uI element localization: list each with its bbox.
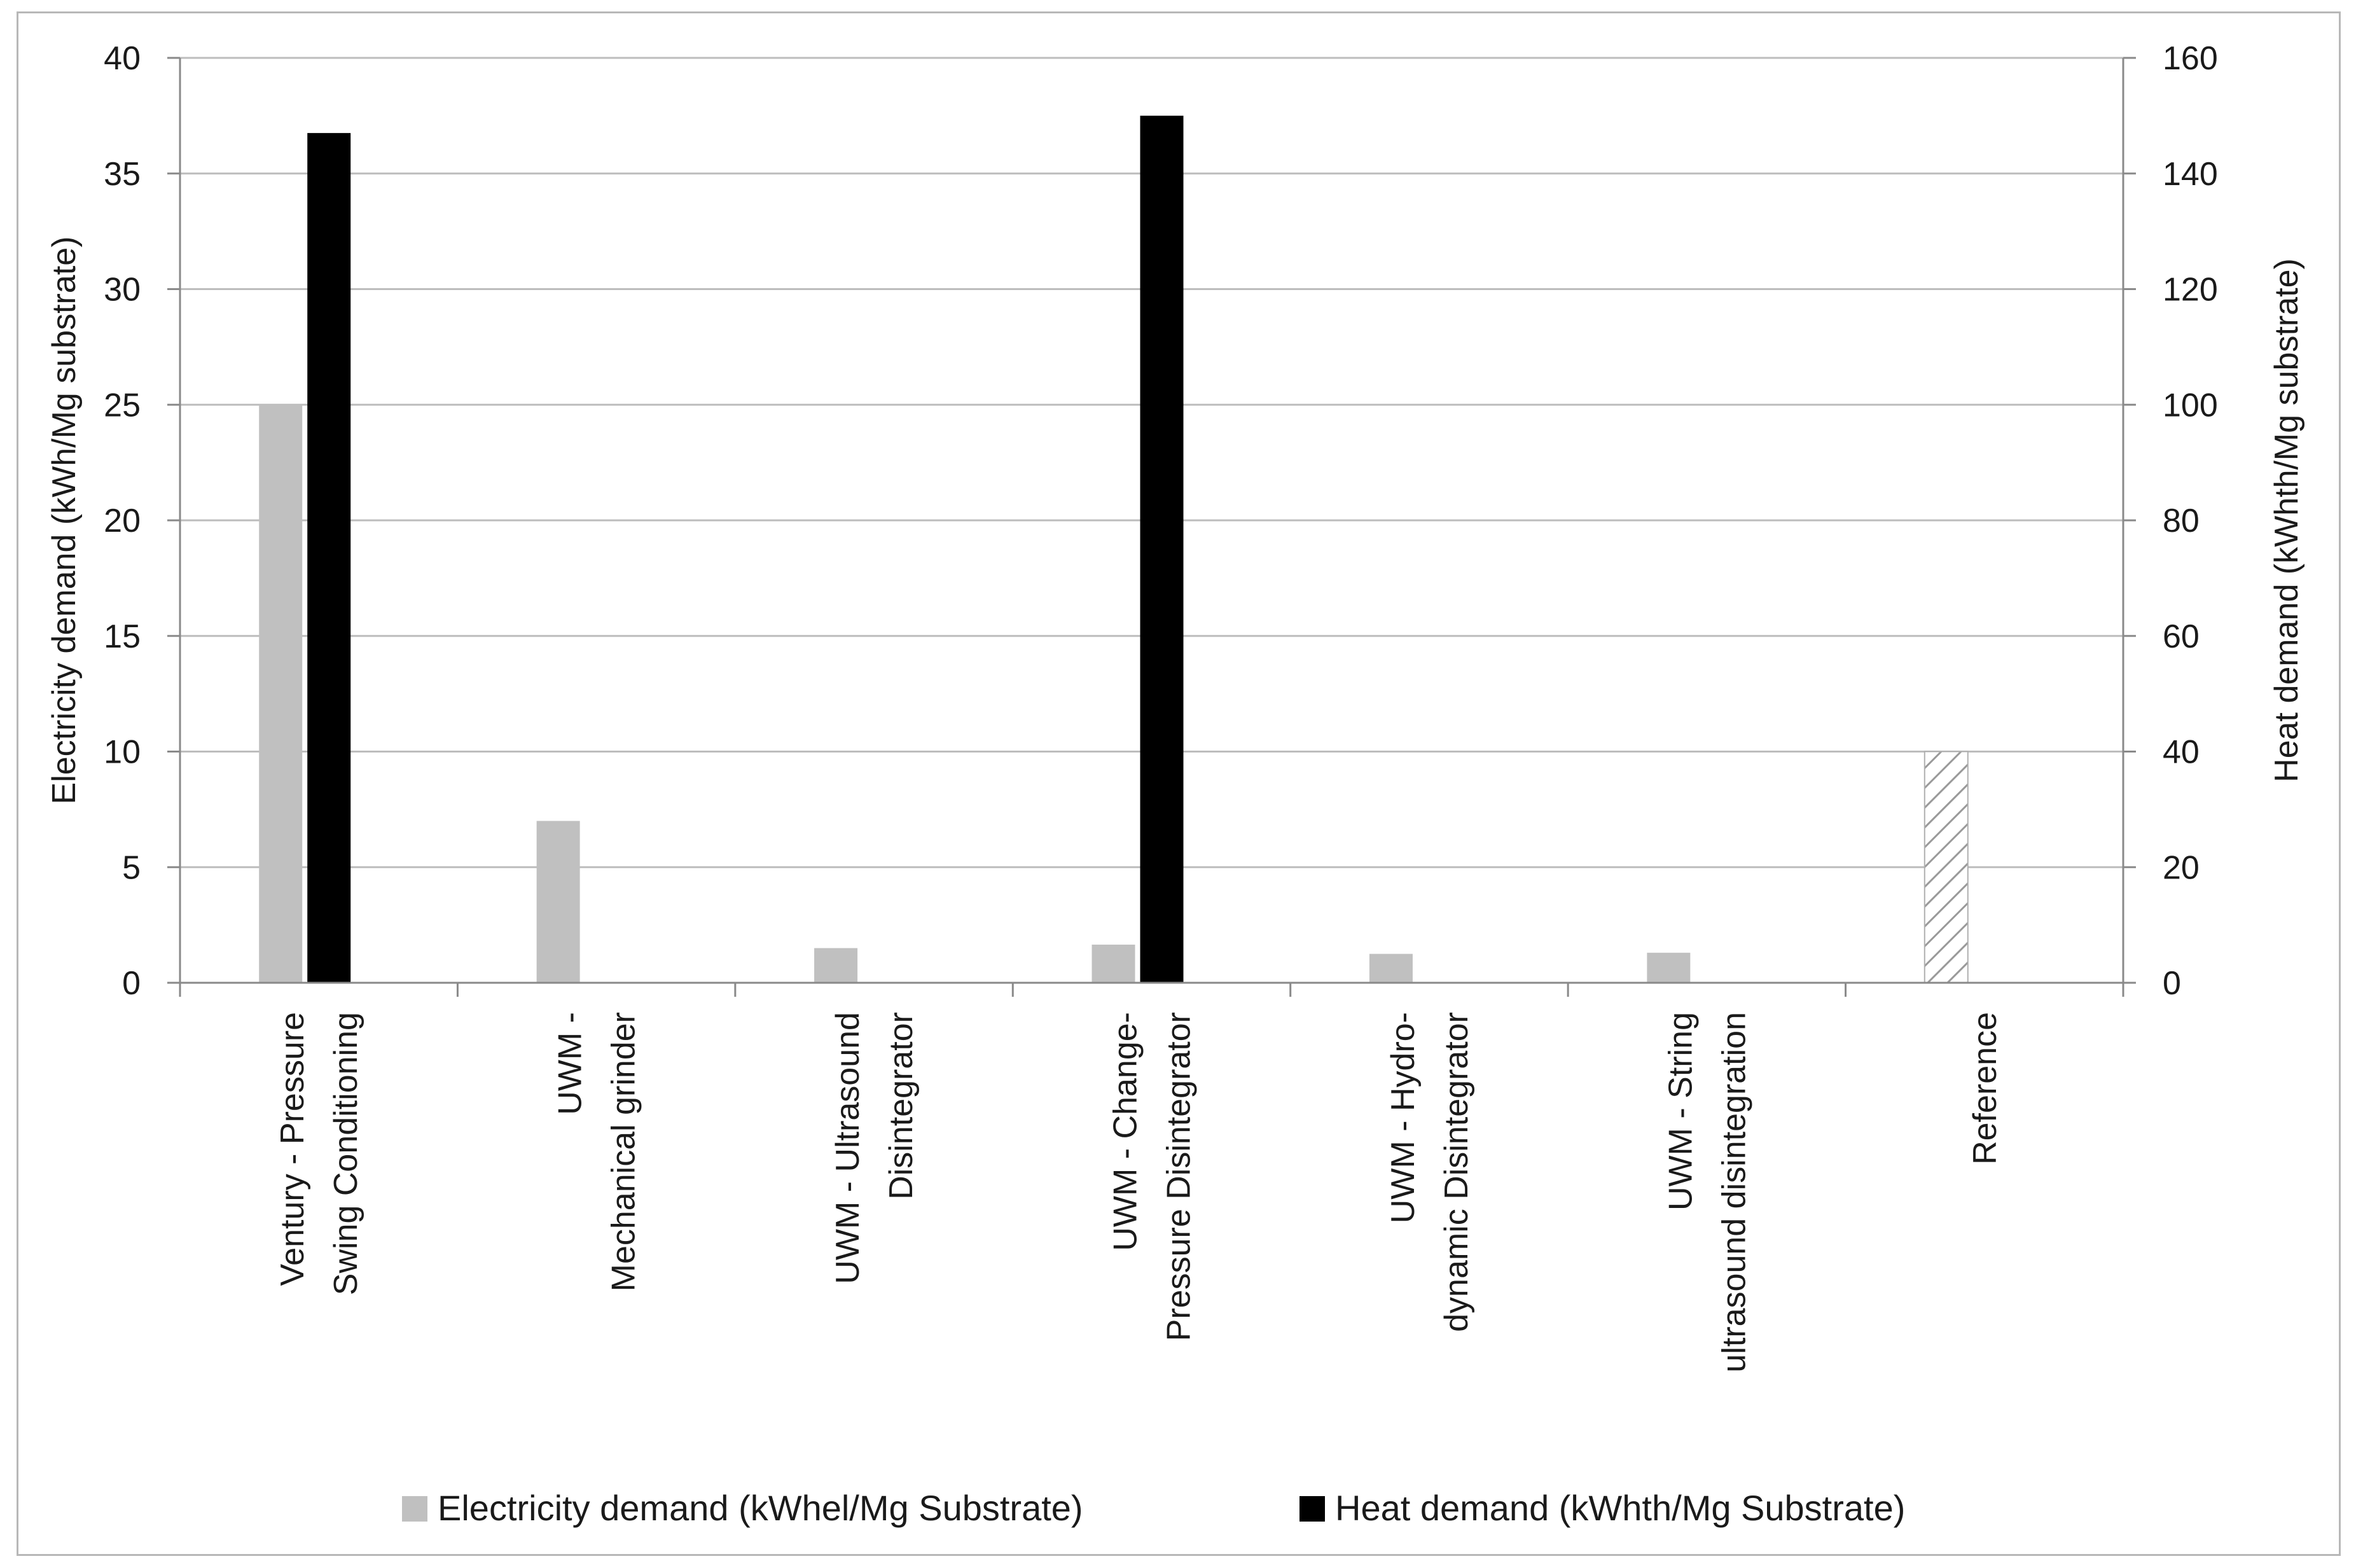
category-label: UWM - Ultrasound bbox=[829, 1012, 866, 1284]
right-tick-label: 0 bbox=[2163, 965, 2181, 1002]
right-tick-label: 80 bbox=[2163, 503, 2200, 539]
right-tick-label: 60 bbox=[2163, 618, 2200, 655]
axes bbox=[167, 57, 2136, 997]
left-tick-label: 20 bbox=[104, 503, 141, 539]
y-axis-title-left: Electricity demand (kWh/Mg substrate) bbox=[46, 237, 83, 805]
category-label: Mechanical grinder bbox=[606, 1012, 642, 1291]
category-label: UWM - Hydro- bbox=[1385, 1012, 1422, 1223]
right-tick-label: 40 bbox=[2163, 734, 2200, 771]
bar-heat bbox=[307, 133, 351, 983]
left-tick-label: 25 bbox=[104, 387, 141, 424]
bar-electricity bbox=[259, 405, 303, 983]
legend-label-electricity: Electricity demand (kWhel/Mg Substrate) bbox=[438, 1488, 1083, 1528]
category-label: UWM - String bbox=[1662, 1012, 1699, 1211]
left-tick-label: 30 bbox=[104, 272, 141, 309]
category-label: Ventury - Pressure bbox=[274, 1012, 311, 1286]
legend: Electricity demand (kWhel/Mg Substrate) H… bbox=[402, 1488, 1905, 1528]
left-tick-label: 35 bbox=[104, 156, 141, 193]
legend-swatch-heat bbox=[1299, 1496, 1325, 1522]
legend-swatch-electricity bbox=[402, 1496, 427, 1522]
left-tick-label: 0 bbox=[122, 965, 141, 1002]
right-tick-label: 120 bbox=[2163, 272, 2218, 309]
right-tick-label: 20 bbox=[2163, 849, 2200, 886]
category-label: UWM - bbox=[552, 1012, 589, 1115]
bar-electricity bbox=[1923, 751, 1969, 983]
category-label: Pressure Disintegrator bbox=[1161, 1012, 1198, 1341]
bars bbox=[259, 115, 1969, 983]
category-label: dynamic Disintegrator bbox=[1438, 1012, 1475, 1332]
right-tick-label: 140 bbox=[2163, 156, 2218, 193]
category-label: UWM - Change- bbox=[1107, 1012, 1144, 1251]
right-tick-label: 160 bbox=[2163, 40, 2218, 77]
left-tick-label: 15 bbox=[104, 618, 141, 655]
bar-heat bbox=[1140, 115, 1184, 983]
y-axis-title-right: Heat demand (kWhth/Mg substrate) bbox=[2268, 258, 2305, 782]
bar-electricity bbox=[1369, 954, 1413, 983]
bar-electricity bbox=[814, 948, 858, 983]
category-label: Swing Conditioning bbox=[328, 1012, 364, 1295]
right-tick-label: 100 bbox=[2163, 387, 2218, 424]
category-label: Disintegrator bbox=[883, 1012, 920, 1200]
left-tick-label: 40 bbox=[104, 40, 141, 77]
bar-electricity bbox=[1091, 945, 1135, 983]
legend-label-heat: Heat demand (kWhth/Mg Substrate) bbox=[1335, 1488, 1905, 1528]
bar-electricity bbox=[1647, 952, 1691, 983]
left-tick-label: 5 bbox=[122, 849, 141, 886]
labels: 0 5 10 15 20 25 30 35 40 0 20 40 60 80 100 120 140 160 Ven… bbox=[46, 40, 2305, 1373]
bar-electricity bbox=[536, 821, 580, 983]
category-label: Reference bbox=[1967, 1012, 2004, 1165]
category-label: ultrasound disintegration bbox=[1715, 1012, 1752, 1373]
left-tick-label: 10 bbox=[104, 734, 141, 771]
